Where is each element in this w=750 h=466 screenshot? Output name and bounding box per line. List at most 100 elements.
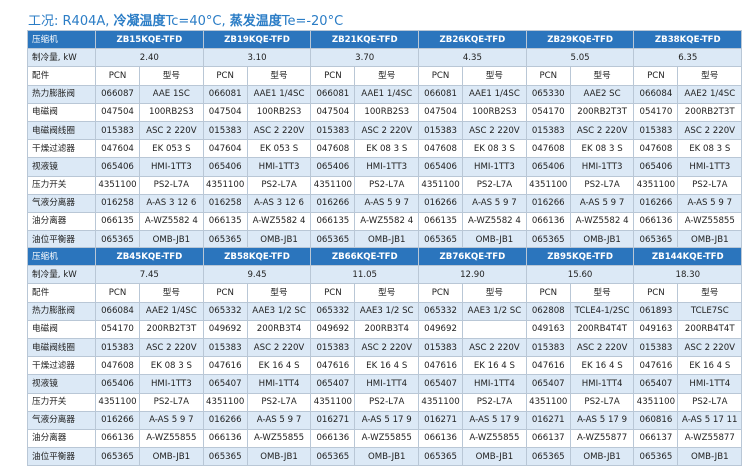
model-cell: A-WZ55855 — [354, 428, 420, 449]
model-cell: 200RB2T3T — [139, 319, 204, 339]
model-cell: 100RB2S3 — [354, 102, 420, 122]
pcn-cell: 065365 — [525, 447, 571, 466]
model-cell: 200RB3T4 — [246, 319, 312, 339]
model-cell: EK 08 3 S — [677, 139, 743, 159]
model-cell: A-WZ5582 4 — [569, 211, 635, 232]
pcn-cell: 047608 — [418, 139, 464, 159]
pcn-cell: 065365 — [95, 230, 140, 250]
pcn-header: PCN — [633, 66, 679, 86]
model-cell: TCLE4-1/2SC — [569, 301, 635, 321]
model-cell: OMB-JB1 — [246, 447, 312, 466]
model-cell: ASC 2 220V — [569, 120, 635, 141]
spec-table-1: 压缩机 ZB15KQE-TFD ZB19KQE-TFD ZB21KQE-TFD ZB26… — [27, 29, 743, 250]
pcn-cell: 016266 — [633, 193, 679, 213]
capacity-row: 制冷量, kW 7.45 9.45 11.05 12.90 15.60 18.30 — [27, 265, 743, 285]
part-name: 电磁阀线圈 — [27, 337, 96, 358]
pcn-cell: 047608 — [95, 356, 140, 376]
model-cell: EK 08 3 S — [569, 139, 635, 159]
model-cell: EK 08 3 S — [462, 139, 527, 159]
model-cell: 100RB2S3 — [462, 102, 527, 122]
model-cell: AAE3 1/2 SC — [354, 301, 420, 321]
model-cell: A-WZ55877 — [569, 428, 635, 449]
model-cell: AAE2 SC — [569, 84, 635, 104]
model-cell: 200RB2T3T — [569, 102, 635, 122]
model-cell: OMB-JB1 — [569, 230, 635, 250]
pcn-header: PCN — [633, 283, 679, 303]
pcn-cell: 047616 — [525, 356, 571, 376]
pcn-cell: 047604 — [202, 139, 248, 159]
compressor-row: 压缩机 ZB45KQE-TFD ZB58KQE-TFD ZB66KQE-TFD ZB76… — [27, 246, 743, 267]
model-cell: HMI-1TT3 — [139, 374, 204, 394]
model-cell: PS2-L7A — [354, 175, 420, 195]
pcn-cell: 049163 — [633, 319, 679, 339]
pcn-cell: 065365 — [95, 447, 140, 466]
capacity-value: 9.45 — [202, 265, 312, 285]
capacity-label: 制冷量, kW — [27, 265, 96, 285]
model-cell: A-WZ55855 — [462, 428, 527, 449]
model-cell: OMB-JB1 — [462, 447, 527, 466]
pcn-header: PCN — [418, 66, 464, 86]
compressor-label: 压缩机 — [27, 29, 96, 50]
model-cell: AAE2 1/4SC — [677, 84, 743, 104]
model-cell: ASC 2 220V — [677, 337, 743, 358]
model-cell: A-WZ55855 — [246, 428, 312, 449]
pcn-cell: 065332 — [418, 301, 464, 321]
model-cell: 200RB3T4 — [354, 319, 420, 339]
pcn-cell: 4351100 — [202, 175, 248, 195]
capacity-value: 6.35 — [633, 48, 743, 68]
pcn-cell: 016266 — [202, 410, 248, 430]
model-no-header: 型号 — [139, 283, 204, 303]
model-header: ZB66KQE-TFD — [310, 246, 420, 267]
model-cell: A-AS 5 9 7 — [462, 193, 527, 213]
pcn-cell: 065406 — [95, 374, 140, 394]
pcn-cell: 054170 — [633, 102, 679, 122]
model-cell: EK 08 3 S — [354, 139, 420, 159]
model-cell: HMI-1TT4 — [246, 374, 312, 394]
pcn-cell: 049692 — [418, 319, 464, 339]
model-cell: PS2-L7A — [569, 392, 635, 412]
title-condensing-value: Tc=40°C, — [165, 14, 230, 29]
part-row: 干燥过滤器 047608 EK 08 3 S 047616 EK 16 4 S 04761… — [27, 356, 743, 376]
pcn-cell: 066136 — [525, 211, 571, 232]
model-cell: 100RB2S3 — [139, 102, 204, 122]
model-cell: 200RB4T4T — [569, 319, 635, 339]
pcn-cell: 015383 — [418, 337, 464, 358]
pcn-cell: 065406 — [418, 157, 464, 177]
pcn-cell: 066136 — [310, 428, 356, 449]
pcn-cell: 016271 — [310, 410, 356, 430]
part-row: 电磁阀 054170 200RB2T3T 049692 200RB3T4 049692 20… — [27, 319, 743, 339]
pcn-cell: 065365 — [418, 447, 464, 466]
pcn-header: PCN — [202, 66, 248, 86]
pcn-cell: 4351100 — [525, 175, 571, 195]
model-cell: PS2-L7A — [569, 175, 635, 195]
model-cell: ASC 2 220V — [462, 337, 527, 358]
part-name: 油分离器 — [27, 211, 96, 232]
model-cell: A-WZ55877 — [677, 428, 743, 449]
model-cell: PS2-L7A — [462, 175, 527, 195]
model-header: ZB144KQE-TFD — [633, 246, 743, 267]
pcn-cell: 015383 — [633, 337, 679, 358]
model-cell: A-AS 5 9 7 — [569, 193, 635, 213]
part-row: 电磁阀线圈 015383 ASC 2 220V 015383 ASC 2 220V 015… — [27, 120, 743, 141]
model-no-header: 型号 — [569, 283, 635, 303]
model-no-header: 型号 — [462, 283, 527, 303]
model-cell: HMI-1TT3 — [677, 157, 743, 177]
model-cell: PS2-L7A — [462, 392, 527, 412]
part-row: 电磁阀线圈 015383 ASC 2 220V 015383 ASC 2 220V 015… — [27, 337, 743, 358]
pcn-cell: 065365 — [202, 447, 248, 466]
model-cell: HMI-1TT3 — [569, 157, 635, 177]
pcn-cell: 015383 — [525, 337, 571, 358]
model-cell: ASC 2 220V — [462, 120, 527, 141]
model-cell: ASC 2 220V — [569, 337, 635, 358]
model-cell: OMB-JB1 — [354, 447, 420, 466]
pcn-cell: 015383 — [525, 120, 571, 141]
model-cell: HMI-1TT3 — [462, 157, 527, 177]
pcn-cell: 065365 — [310, 230, 356, 250]
model-cell: EK 16 4 S — [246, 356, 312, 376]
model-cell: OMB-JB1 — [569, 447, 635, 466]
pcn-cell: 065332 — [202, 301, 248, 321]
pcn-cell: 065365 — [633, 447, 679, 466]
pcn-cell: 4351100 — [418, 392, 464, 412]
part-row: 视液镜 065406 HMI-1TT3 065407 HMI-1TT4 065407 HMI… — [27, 374, 743, 394]
pcn-cell: 015383 — [95, 337, 140, 358]
